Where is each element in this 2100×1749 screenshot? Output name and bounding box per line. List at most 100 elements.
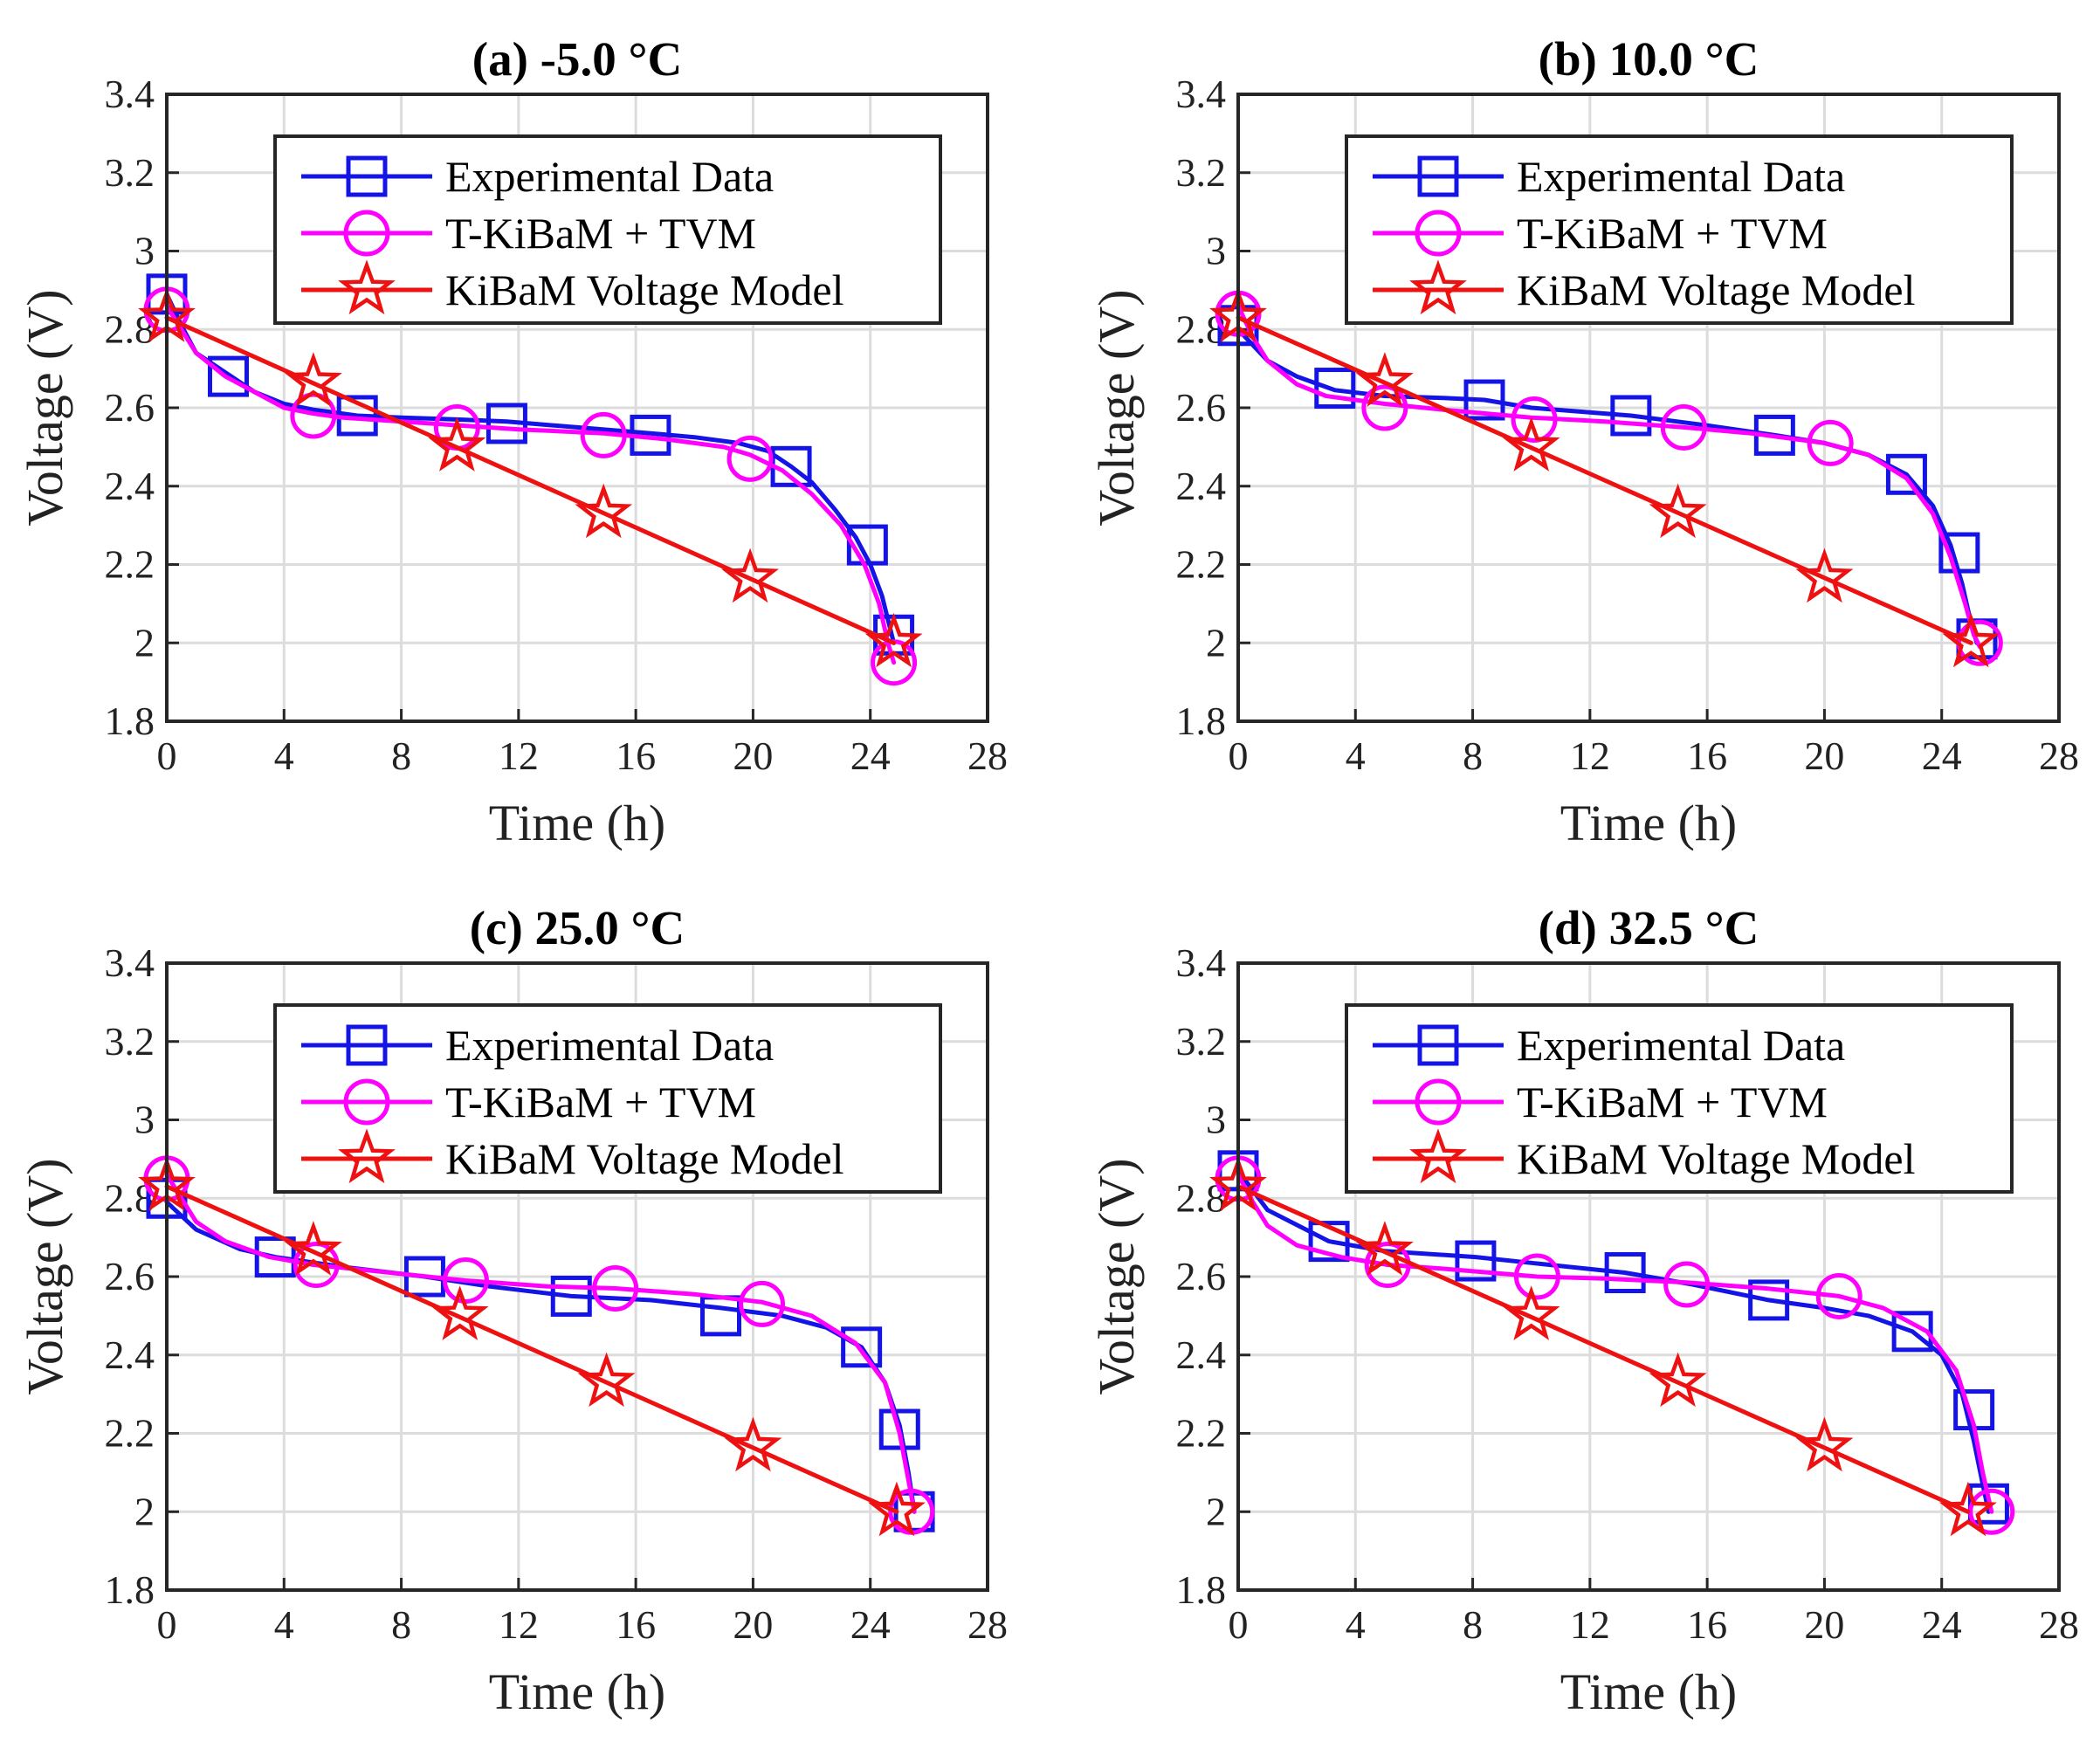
series-kibam-voltage-model bbox=[1209, 287, 2000, 668]
series-experimental-data bbox=[146, 273, 915, 656]
data-point-experimental-data bbox=[1891, 1311, 1933, 1353]
x-tick-label: 0 bbox=[1229, 733, 1249, 778]
data-point-t-kibam-tvm bbox=[1660, 403, 1707, 451]
x-tick-label: 12 bbox=[1570, 1602, 1610, 1647]
chart-panel-2: 0 4 8 12 16 20 24 281.822.22.42.62.833.23.4(b) … bbox=[1088, 32, 2079, 851]
axes-box bbox=[1236, 93, 2061, 723]
series-t-kibam-tvm bbox=[143, 1155, 935, 1535]
data-point-experimental-data bbox=[254, 1236, 296, 1278]
data-point-experimental-data bbox=[1463, 379, 1505, 421]
series-line-t-kibam-tvm bbox=[1236, 1172, 1994, 1514]
y-tick-label: 2.6 bbox=[105, 1254, 155, 1298]
legend-marker-t-kibam-tvm bbox=[343, 1078, 390, 1126]
x-axis-label: Time (h) bbox=[1560, 795, 1738, 851]
plot-area bbox=[138, 1155, 935, 1537]
x-tick-label: 4 bbox=[274, 1602, 294, 1647]
x-tick-label: 28 bbox=[967, 733, 1008, 778]
y-tick-label: 2.4 bbox=[105, 464, 155, 508]
y-tick-label: 3 bbox=[134, 1098, 155, 1142]
data-point-t-kibam-tvm bbox=[739, 1280, 785, 1327]
axes-box bbox=[1236, 961, 2061, 1592]
legend-label-experimental-data: Experimental Data bbox=[1517, 152, 1845, 201]
legend-marker-experimental-data bbox=[346, 155, 388, 197]
data-point-t-kibam-tvm bbox=[442, 1257, 489, 1304]
y-axis-label: Voltage (V) bbox=[17, 1158, 73, 1394]
series-line-kibam-voltage-model bbox=[1236, 315, 1973, 645]
series-experimental-data bbox=[1217, 1150, 2009, 1525]
data-point-kibam-voltage-model bbox=[1649, 1352, 1707, 1408]
data-point-experimental-data bbox=[1885, 453, 1927, 495]
data-point-t-kibam-tvm bbox=[1511, 396, 1558, 443]
series-kibam-voltage-model bbox=[138, 287, 923, 668]
plot-area bbox=[1209, 287, 2003, 668]
x-tick-label: 20 bbox=[733, 733, 773, 778]
legend-marker-t-kibam-tvm bbox=[1415, 210, 1462, 257]
legend-marker-t-kibam-tvm bbox=[1415, 1078, 1462, 1126]
y-tick-label: 2 bbox=[134, 620, 155, 664]
y-tick-label: 3 bbox=[134, 229, 155, 273]
data-point-experimental-data bbox=[485, 403, 527, 444]
legend: Experimental Data T-KiBaM + TVM KiBaM Volt… bbox=[1345, 134, 2014, 325]
data-point-kibam-voltage-model bbox=[1939, 1481, 1997, 1537]
data-point-experimental-data bbox=[878, 1408, 920, 1450]
data-point-kibam-voltage-model bbox=[724, 1416, 782, 1472]
data-point-kibam-voltage-model bbox=[575, 483, 633, 539]
x-tick-label: 20 bbox=[1804, 733, 1844, 778]
plot-area bbox=[138, 273, 923, 686]
y-tick-label: 2.4 bbox=[105, 1332, 155, 1377]
legend-entry-kibam-voltage-model: KiBaM Voltage Model bbox=[1373, 1128, 1915, 1184]
legend-marker-kibam-voltage-model bbox=[1409, 259, 1467, 315]
x-tick-label: 28 bbox=[967, 1602, 1008, 1647]
data-point-t-kibam-tvm bbox=[580, 411, 627, 458]
legend-entry-t-kibam-tvm: T-KiBaM + TVM bbox=[1373, 209, 1828, 258]
legend-entry-t-kibam-tvm: T-KiBaM + TVM bbox=[1373, 1078, 1828, 1126]
x-tick-label: 24 bbox=[1922, 733, 1962, 778]
y-tick-label: 3.2 bbox=[105, 150, 155, 195]
series-line-t-kibam-tvm bbox=[1236, 303, 1982, 650]
y-tick-label: 1.8 bbox=[1176, 699, 1227, 743]
x-axis-label: Time (h) bbox=[489, 795, 666, 851]
x-tick-label: 20 bbox=[733, 1602, 773, 1647]
y-axis-label: Voltage (V) bbox=[1088, 1158, 1145, 1394]
y-tick-label: 2 bbox=[1206, 1489, 1226, 1533]
data-point-kibam-voltage-model bbox=[868, 1481, 926, 1537]
data-point-t-kibam-tvm bbox=[1663, 1261, 1711, 1308]
data-point-kibam-voltage-model bbox=[430, 1285, 489, 1340]
data-point-t-kibam-tvm bbox=[592, 1264, 639, 1312]
legend-marker-t-kibam-tvm bbox=[343, 210, 390, 257]
y-tick-label: 2.6 bbox=[1176, 385, 1227, 430]
data-point-experimental-data bbox=[1748, 1279, 1790, 1321]
legend-entry-kibam-voltage-model: KiBaM Voltage Model bbox=[301, 1128, 843, 1184]
legend-marker-kibam-voltage-model bbox=[1409, 1128, 1467, 1184]
data-point-experimental-data bbox=[700, 1295, 741, 1337]
x-tick-label: 4 bbox=[274, 733, 294, 778]
y-tick-label: 2.2 bbox=[1176, 1411, 1227, 1456]
data-point-experimental-data bbox=[208, 355, 249, 397]
data-point-kibam-voltage-model bbox=[1502, 417, 1560, 472]
legend-entry-kibam-voltage-model: KiBaM Voltage Model bbox=[301, 259, 843, 315]
x-tick-label: 24 bbox=[850, 733, 891, 778]
data-point-kibam-voltage-model bbox=[1355, 352, 1414, 407]
legend-entry-experimental-data: Experimental Data bbox=[301, 1021, 774, 1070]
data-point-experimental-data bbox=[1314, 368, 1356, 410]
legend-label-experimental-data: Experimental Data bbox=[445, 152, 774, 201]
x-tick-label: 16 bbox=[616, 1602, 656, 1647]
legend: Experimental Data T-KiBaM + TVM KiBaM Volt… bbox=[273, 134, 942, 325]
y-axis-label: Voltage (V) bbox=[17, 289, 73, 526]
x-tick-label: 28 bbox=[2039, 733, 2079, 778]
y-tick-label: 1.8 bbox=[1176, 1567, 1227, 1612]
data-point-kibam-voltage-model bbox=[577, 1352, 636, 1408]
data-point-experimental-data bbox=[1610, 395, 1652, 437]
data-point-experimental-data bbox=[1308, 1221, 1350, 1263]
data-point-t-kibam-tvm bbox=[1968, 1488, 2015, 1535]
axes-box bbox=[165, 961, 989, 1592]
x-tick-label: 12 bbox=[499, 1602, 539, 1647]
x-tick-label: 4 bbox=[1346, 1602, 1366, 1647]
x-tick-label: 24 bbox=[850, 1602, 891, 1647]
series-line-experimental-data bbox=[164, 292, 897, 645]
x-tick-label: 8 bbox=[391, 733, 411, 778]
series-line-t-kibam-tvm bbox=[164, 303, 897, 665]
y-tick-label: 2.2 bbox=[1176, 542, 1227, 587]
data-point-t-kibam-tvm bbox=[1815, 1272, 1862, 1319]
